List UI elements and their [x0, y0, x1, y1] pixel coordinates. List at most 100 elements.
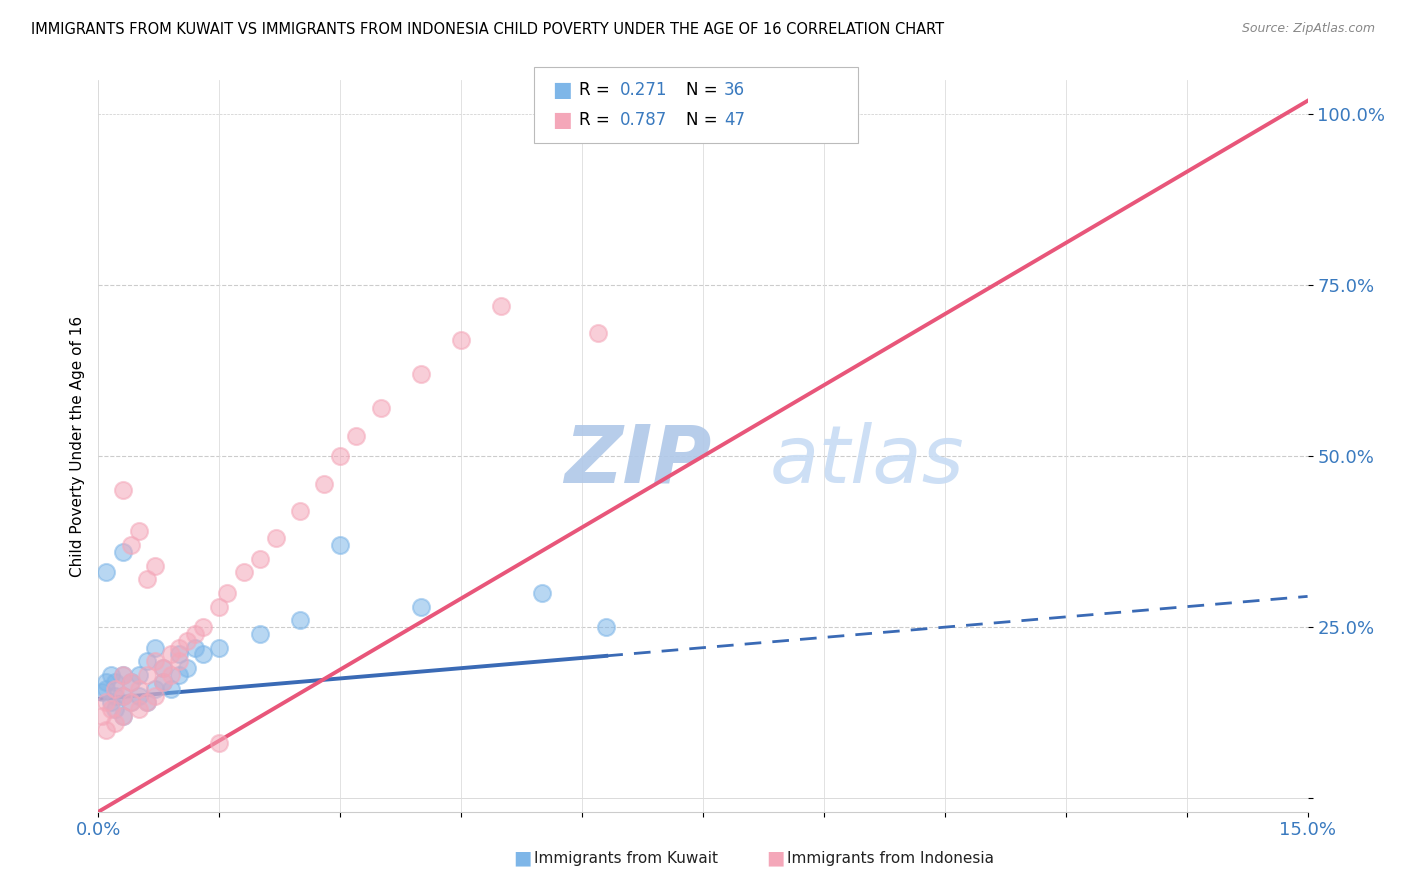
Point [100, 702, 122, 716]
Point [208, 599, 231, 614]
Text: Immigrants from Indonesia: Immigrants from Indonesia [787, 851, 994, 865]
Text: 0.271: 0.271 [620, 81, 668, 99]
Point [111, 483, 134, 498]
Point [314, 476, 336, 491]
Text: ■: ■ [553, 110, 572, 129]
Point [329, 449, 352, 463]
Point [208, 736, 231, 750]
Point [103, 674, 125, 689]
Point [450, 333, 472, 347]
Point [96, 695, 118, 709]
Text: 0.787: 0.787 [620, 111, 668, 128]
Text: ■: ■ [553, 80, 572, 100]
Point [152, 674, 174, 689]
Point [249, 627, 271, 641]
Point [135, 654, 157, 668]
Point [160, 648, 183, 662]
Point [692, 107, 714, 121]
Point [208, 640, 231, 655]
Point [184, 627, 207, 641]
Text: N =: N = [686, 111, 723, 128]
Point [143, 654, 166, 668]
Point [100, 668, 122, 682]
Point [595, 620, 617, 634]
Point [135, 572, 157, 586]
Point [128, 702, 150, 716]
Point [111, 545, 134, 559]
Point [370, 401, 392, 416]
Point [103, 715, 125, 730]
Point [152, 674, 174, 689]
Point [184, 640, 207, 655]
Text: ■: ■ [513, 848, 531, 868]
Point [167, 668, 190, 682]
Point [120, 674, 142, 689]
Point [128, 668, 150, 682]
Point [143, 640, 166, 655]
Text: atlas: atlas [769, 422, 965, 500]
Point [160, 668, 183, 682]
Point [111, 668, 134, 682]
Point [160, 681, 183, 696]
Point [135, 668, 157, 682]
Text: 47: 47 [724, 111, 745, 128]
Point [329, 538, 352, 552]
Point [288, 504, 311, 518]
Point [193, 648, 215, 662]
Point [491, 299, 513, 313]
Point [111, 709, 134, 723]
Point [143, 681, 166, 696]
Point [288, 613, 311, 627]
Point [217, 586, 239, 600]
Point [128, 689, 150, 703]
Point [96, 681, 118, 696]
Text: R =: R = [579, 111, 616, 128]
Point [193, 620, 215, 634]
Point [128, 524, 150, 539]
Point [103, 681, 125, 696]
Point [100, 695, 122, 709]
Point [135, 695, 157, 709]
Text: ZIP: ZIP [564, 422, 711, 500]
Point [111, 668, 134, 682]
Point [96, 566, 118, 580]
Point [111, 689, 134, 703]
Point [167, 654, 190, 668]
Point [120, 674, 142, 689]
Point [120, 695, 142, 709]
Point [232, 566, 254, 580]
Point [249, 551, 271, 566]
Point [409, 368, 432, 382]
Text: R =: R = [579, 81, 616, 99]
Point [96, 674, 118, 689]
Point [91, 709, 114, 723]
Point [530, 586, 553, 600]
Point [111, 709, 134, 723]
Point [586, 326, 609, 341]
Point [143, 689, 166, 703]
Text: IMMIGRANTS FROM KUWAIT VS IMMIGRANTS FROM INDONESIA CHILD POVERTY UNDER THE AGE : IMMIGRANTS FROM KUWAIT VS IMMIGRANTS FRO… [31, 22, 943, 37]
Point [103, 689, 125, 703]
Point [409, 599, 432, 614]
Point [96, 723, 118, 737]
Text: Immigrants from Kuwait: Immigrants from Kuwait [534, 851, 718, 865]
Point [120, 695, 142, 709]
Text: Source: ZipAtlas.com: Source: ZipAtlas.com [1241, 22, 1375, 36]
Text: 36: 36 [724, 81, 745, 99]
Point [143, 558, 166, 573]
Point [344, 429, 367, 443]
Point [135, 695, 157, 709]
Point [167, 648, 190, 662]
Text: ■: ■ [766, 848, 785, 868]
Point [128, 681, 150, 696]
Point [120, 538, 142, 552]
Point [103, 702, 125, 716]
Point [111, 689, 134, 703]
Point [152, 661, 174, 675]
Point [167, 640, 190, 655]
Point [152, 661, 174, 675]
Point [176, 661, 198, 675]
Point [264, 531, 287, 545]
Point [176, 633, 198, 648]
Y-axis label: Child Poverty Under the Age of 16: Child Poverty Under the Age of 16 [69, 316, 84, 576]
